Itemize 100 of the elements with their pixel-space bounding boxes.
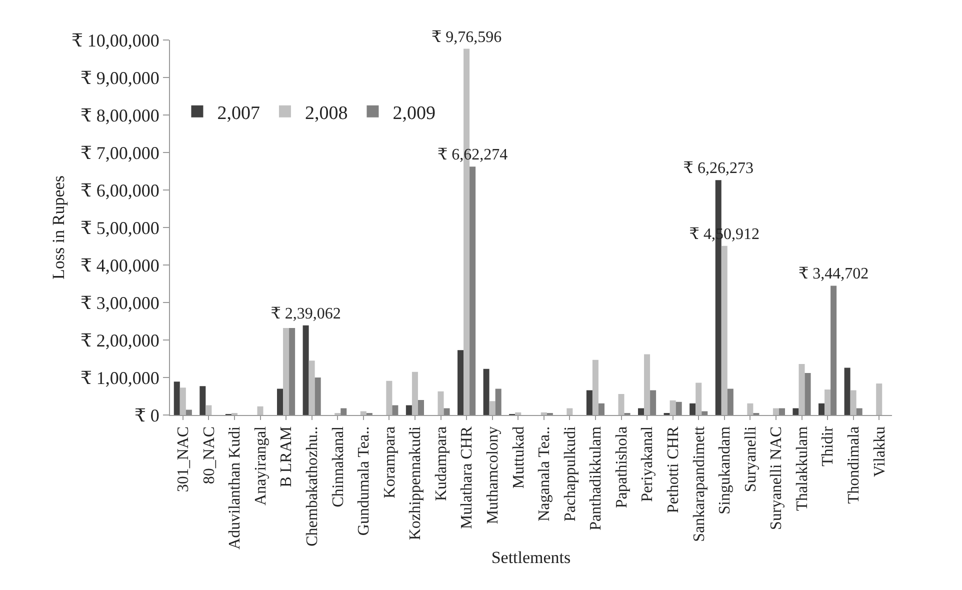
- bar: [180, 388, 186, 415]
- bar: [206, 405, 212, 415]
- y-tick-label: ₹ 7,00,000: [80, 142, 160, 163]
- x-tick-label: Thalakkulam: [794, 426, 811, 511]
- bar: [406, 405, 412, 415]
- bar: [702, 411, 708, 415]
- bar: [792, 408, 799, 415]
- y-tick-label: ₹ 10,00,000: [71, 30, 160, 50]
- bar: [515, 412, 522, 415]
- bar: [650, 390, 656, 415]
- bar: [772, 408, 779, 415]
- bar: [314, 378, 321, 415]
- data-label: ₹ 9,76,596: [431, 28, 502, 46]
- x-tick-label: Sankarapandimett: [690, 426, 708, 542]
- bar: [289, 328, 296, 415]
- bar: [257, 406, 264, 415]
- bar: [844, 368, 850, 415]
- legend-label: 2,009: [392, 102, 436, 124]
- x-tick-label: Mulathara CHR: [458, 426, 476, 530]
- y-tick-label: ₹ 3,00,000: [80, 292, 160, 313]
- bar: [566, 408, 573, 415]
- x-tick-label: Chinnakanal: [330, 426, 347, 508]
- bar: [174, 382, 180, 415]
- bar: [186, 410, 192, 415]
- x-tick-label: 301_NAC: [175, 426, 192, 492]
- x-tick-label: Anayirangal: [252, 426, 270, 506]
- data-label: ₹ 3,44,702: [798, 266, 869, 283]
- bar: [340, 408, 347, 415]
- x-tick-label: 80_NAC: [200, 426, 218, 484]
- x-tick-label: Kudampara: [432, 426, 450, 502]
- x-tick-label: Papathishola: [613, 426, 630, 508]
- x-tick-label: Vilakku: [871, 426, 888, 477]
- x-tick-label: Korampara: [381, 426, 398, 498]
- bar: [676, 402, 682, 415]
- bar: [856, 408, 862, 415]
- bar: [818, 403, 825, 415]
- bar: [386, 380, 392, 415]
- x-tick-label: Chembakathozhu..: [304, 426, 322, 546]
- y-tick-label: ₹ 9,00,000: [80, 68, 160, 88]
- bar: [200, 386, 206, 415]
- y-tick-label: ₹ 2,00,000: [80, 330, 160, 350]
- bar: [690, 403, 696, 415]
- bar: [721, 246, 728, 415]
- bar: [444, 408, 450, 415]
- bar: [824, 390, 831, 415]
- bar: [458, 350, 464, 415]
- bar: [804, 373, 811, 415]
- legend-label: 2,008: [304, 102, 348, 124]
- x-tick-label: Thidir: [820, 426, 837, 466]
- x-tick-label: Pachappulkudi: [562, 426, 579, 522]
- bar: [830, 286, 837, 415]
- bar: [586, 390, 592, 415]
- y-tick-label: ₹ 0: [134, 405, 160, 426]
- bar: [302, 325, 309, 415]
- bar: [644, 354, 650, 415]
- bar: [670, 400, 676, 415]
- bar: [798, 364, 805, 415]
- x-tick-label: Muttukad: [510, 426, 528, 489]
- y-tick-label: ₹ 1,00,000: [80, 368, 160, 388]
- bar: [638, 408, 644, 415]
- x-tick-label: Panthadikkulam: [588, 426, 605, 530]
- bar: [483, 368, 490, 415]
- data-label: ₹ 6,26,273: [683, 160, 754, 178]
- bar: [876, 384, 882, 415]
- x-tick-label: Pethotti CHR: [665, 426, 682, 514]
- x-tick-label: Muthamcolony: [484, 426, 502, 524]
- bar: [850, 390, 856, 415]
- bar: [727, 388, 734, 415]
- bar: [618, 394, 624, 415]
- bar: [438, 391, 444, 415]
- x-tick-label: Kozhippennakudi: [407, 426, 424, 540]
- x-tick-label: B LRAM: [278, 426, 296, 488]
- bar: [495, 388, 502, 415]
- x-tick-label: Suryanelli: [742, 426, 760, 492]
- x-axis-title: Settlements: [491, 548, 571, 567]
- bar: [392, 405, 398, 415]
- x-tick-label: Suryanelli NAC: [768, 426, 786, 530]
- bar: [598, 403, 604, 415]
- bar: [283, 328, 290, 415]
- data-label: ₹ 6,62,274: [437, 146, 508, 164]
- x-tick-label: Thondimala: [846, 426, 863, 504]
- y-axis-title: Loss in Rupees: [48, 176, 68, 280]
- x-tick-label: Singukandam: [716, 426, 734, 514]
- bar: [418, 400, 424, 415]
- y-tick-label: ₹ 4,00,000: [80, 255, 160, 276]
- bar: [470, 166, 476, 415]
- x-tick-label: Gundumala Tea..: [356, 426, 373, 536]
- bar: [592, 360, 598, 415]
- bar: [308, 360, 315, 415]
- bar: [412, 372, 418, 415]
- bar: [747, 403, 754, 415]
- bar: [360, 411, 366, 415]
- bar: [277, 388, 284, 415]
- bar: [696, 382, 702, 415]
- bar: [540, 412, 547, 415]
- legend-label: 2,007: [217, 102, 260, 124]
- x-tick-label: Naganala Tea..: [536, 426, 554, 522]
- x-tick-label: Periyakanal: [639, 426, 656, 502]
- bar: [778, 408, 785, 415]
- bar: [489, 401, 496, 415]
